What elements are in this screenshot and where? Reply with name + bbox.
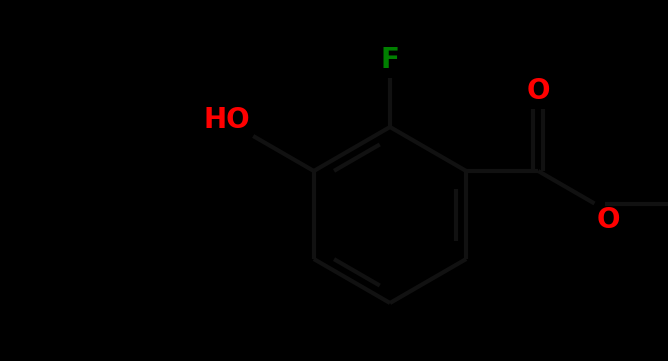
Text: O: O bbox=[526, 77, 550, 105]
Text: HO: HO bbox=[204, 106, 250, 134]
Text: O: O bbox=[597, 205, 620, 234]
Text: F: F bbox=[381, 46, 399, 74]
